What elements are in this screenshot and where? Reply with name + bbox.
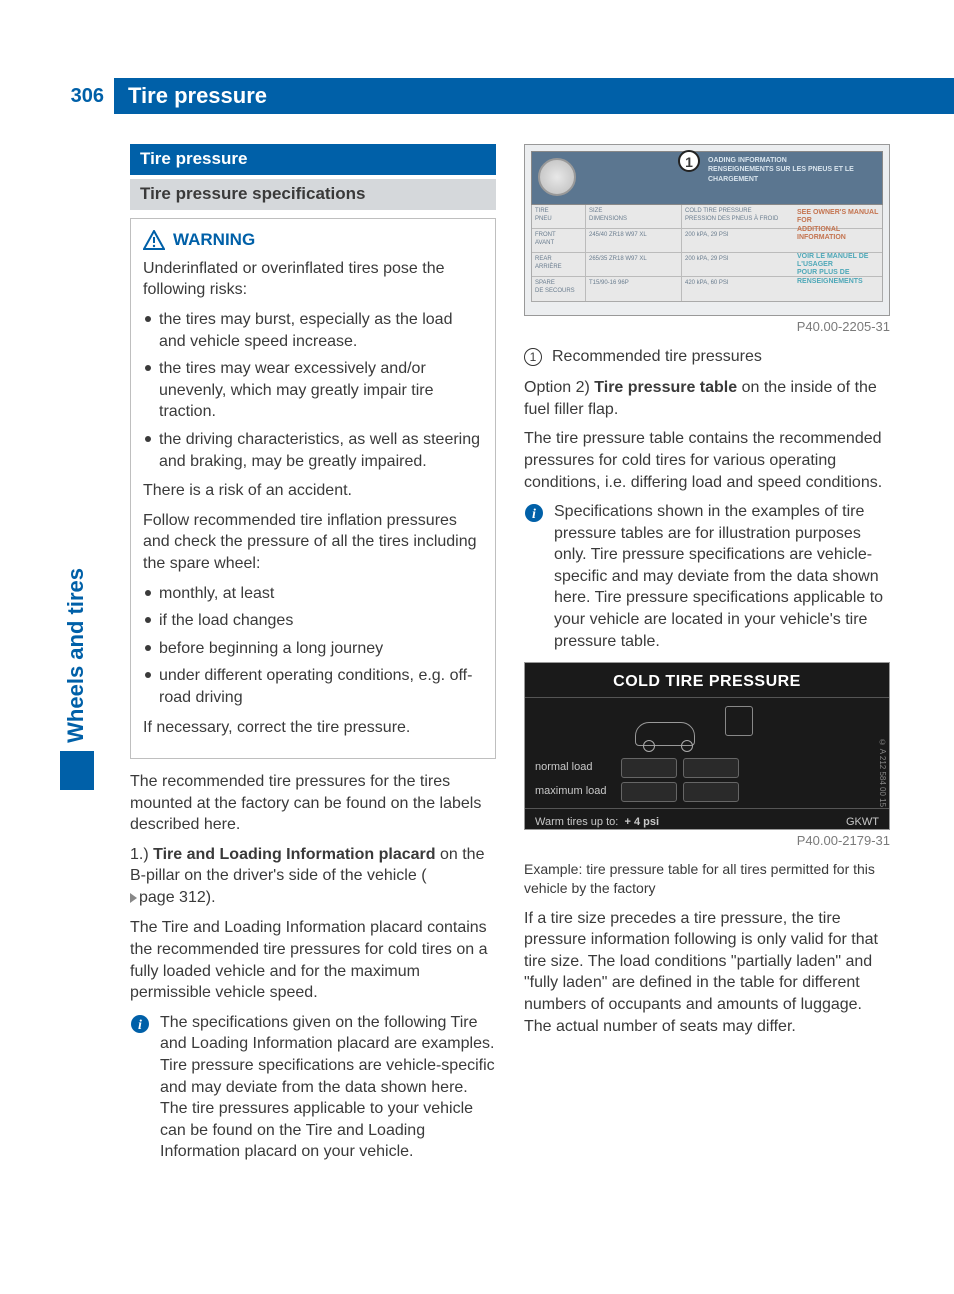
option1: 1.) Tire and Loading Information placard… bbox=[130, 844, 496, 910]
right4: POUR PLUS DE RENSEIGNEMENTS bbox=[797, 269, 863, 284]
table-row: normal load bbox=[535, 758, 879, 778]
footer-val: + 4 psi bbox=[624, 816, 659, 828]
warning-risks: the tires may burst, especially as the l… bbox=[143, 309, 483, 472]
list-item: the tires may burst, especially as the l… bbox=[143, 309, 483, 352]
right1: SEE OWNER'S MANUAL FOR bbox=[797, 209, 878, 224]
warning-accident: There is a risk of an accident. bbox=[143, 480, 483, 502]
pressure-cell bbox=[621, 782, 677, 802]
footer-right: GKWT bbox=[846, 815, 879, 830]
warning-heading: WARNING bbox=[143, 229, 483, 252]
page-ref: page 312). bbox=[130, 887, 216, 909]
fig2-sidecode: © A 212 584 00 15 bbox=[876, 738, 887, 807]
list-item: monthly, at least bbox=[143, 583, 483, 605]
legend-text: Recommended tire pressures bbox=[552, 346, 762, 368]
body-recommended: The recommended tire pressures for the t… bbox=[130, 771, 496, 836]
list-item: under different operating conditions, e.… bbox=[143, 665, 483, 708]
warning-intro: Underinflated or overinflated tires pose… bbox=[143, 258, 483, 301]
warning-follow: Follow recommended tire inflation pressu… bbox=[143, 510, 483, 575]
fuel-pump-icon bbox=[725, 706, 753, 736]
table-desc: The tire pressure table contains the rec… bbox=[524, 428, 890, 493]
page-header: 306 Tire pressure bbox=[0, 78, 954, 114]
option2-bold: Tire pressure table bbox=[594, 379, 737, 396]
row-label: maximum load bbox=[535, 784, 615, 799]
placard-desc: The Tire and Loading Information placard… bbox=[130, 917, 496, 1003]
warning-box: WARNING Underinflated or overinflated ti… bbox=[130, 218, 496, 759]
table-row: maximum load bbox=[535, 782, 879, 802]
placard-header: 1 OADING INFORMATION RENSEIGNEMENTS SUR … bbox=[531, 151, 883, 205]
list-item: if the load changes bbox=[143, 610, 483, 632]
placard-right-text: SEE OWNER'S MANUAL FOR ADDITIONAL INFORM… bbox=[797, 209, 881, 286]
warning-correct: If necessary, correct the tire pressure. bbox=[143, 717, 483, 739]
figure-placard: 1 OADING INFORMATION RENSEIGNEMENTS SUR … bbox=[524, 144, 890, 316]
header-title: Tire pressure bbox=[114, 78, 954, 114]
svg-text:i: i bbox=[138, 1018, 142, 1033]
side-tab-marker bbox=[60, 751, 94, 790]
list-item: the driving characteristics, as well as … bbox=[143, 429, 483, 472]
pressure-cell bbox=[621, 758, 677, 778]
closing-text: If a tire size precedes a tire pressure,… bbox=[524, 908, 890, 1038]
fig2-footer: Warm tires up to: + 4 psi GKWT bbox=[525, 808, 889, 836]
warning-icon bbox=[143, 230, 165, 250]
placard-title-line: OADING INFORMATION bbox=[708, 157, 787, 164]
wheel-icon bbox=[643, 740, 655, 752]
info-block-2: i Specifications shown in the examples o… bbox=[524, 501, 890, 652]
option1-page: page 312). bbox=[139, 887, 216, 909]
option2: Option 2) Tire pressure table on the ins… bbox=[524, 377, 890, 420]
footer-left: Warm tires up to: bbox=[535, 816, 618, 828]
info1-text: The specifications given on the followin… bbox=[160, 1012, 496, 1163]
right3: VOIR LE MANUEL DE L'USAGER bbox=[797, 253, 868, 268]
legend-1: 1 Recommended tire pressures bbox=[524, 346, 890, 368]
list-item: the tires may wear excessively and/or un… bbox=[143, 358, 483, 423]
page: 306 Tire pressure Wheels and tires Tire … bbox=[0, 0, 954, 1294]
option2-prefix: Option 2) bbox=[524, 379, 594, 396]
list-item: before beginning a long journey bbox=[143, 638, 483, 660]
pressure-cell bbox=[683, 782, 739, 802]
fig2-title: COLD TIRE PRESSURE bbox=[525, 663, 889, 698]
triangle-icon bbox=[130, 893, 137, 903]
option1-bold: Tire and Loading Information placard bbox=[153, 846, 435, 863]
section-title: Tire pressure bbox=[130, 144, 496, 175]
page-number: 306 bbox=[0, 78, 114, 114]
info2-text: Specifications shown in the examples of … bbox=[554, 501, 890, 652]
info-block-1: i The specifications given on the follow… bbox=[130, 1012, 496, 1163]
legend-number: 1 bbox=[524, 348, 542, 366]
svg-text:i: i bbox=[532, 507, 536, 522]
pressure-cell bbox=[683, 758, 739, 778]
option1-prefix: 1.) bbox=[130, 846, 153, 863]
placard-title: OADING INFORMATION RENSEIGNEMENTS SUR LE… bbox=[708, 156, 876, 184]
left-column: Tire pressure Tire pressure specificatio… bbox=[130, 144, 496, 1173]
badge-icon bbox=[538, 158, 576, 196]
warning-checks: monthly, at least if the load changes be… bbox=[143, 583, 483, 709]
callout-marker: 1 bbox=[678, 150, 700, 172]
info-icon: i bbox=[130, 1014, 150, 1034]
row-label: normal load bbox=[535, 760, 615, 775]
right-column: 1 OADING INFORMATION RENSEIGNEMENTS SUR … bbox=[524, 144, 890, 1173]
figure-pressure-table: COLD TIRE PRESSURE normal load max bbox=[524, 662, 890, 830]
subsection-title: Tire pressure specifications bbox=[130, 179, 496, 210]
content-columns: Tire pressure Tire pressure specificatio… bbox=[130, 144, 894, 1173]
example-caption: Example: tire pressure table for all tir… bbox=[524, 860, 890, 898]
wheel-icon bbox=[681, 740, 693, 752]
warning-label: WARNING bbox=[173, 229, 255, 252]
side-tab-label: Wheels and tires bbox=[60, 560, 94, 751]
figure1-caption: P40.00-2205-31 bbox=[524, 318, 890, 336]
right2: ADDITIONAL INFORMATION bbox=[797, 226, 846, 241]
info-icon: i bbox=[524, 503, 544, 523]
side-tab: Wheels and tires bbox=[60, 560, 94, 790]
placard-subtitle: RENSEIGNEMENTS SUR LES PNEUS ET LE CHARG… bbox=[708, 166, 854, 182]
fig2-diagram bbox=[535, 704, 879, 754]
